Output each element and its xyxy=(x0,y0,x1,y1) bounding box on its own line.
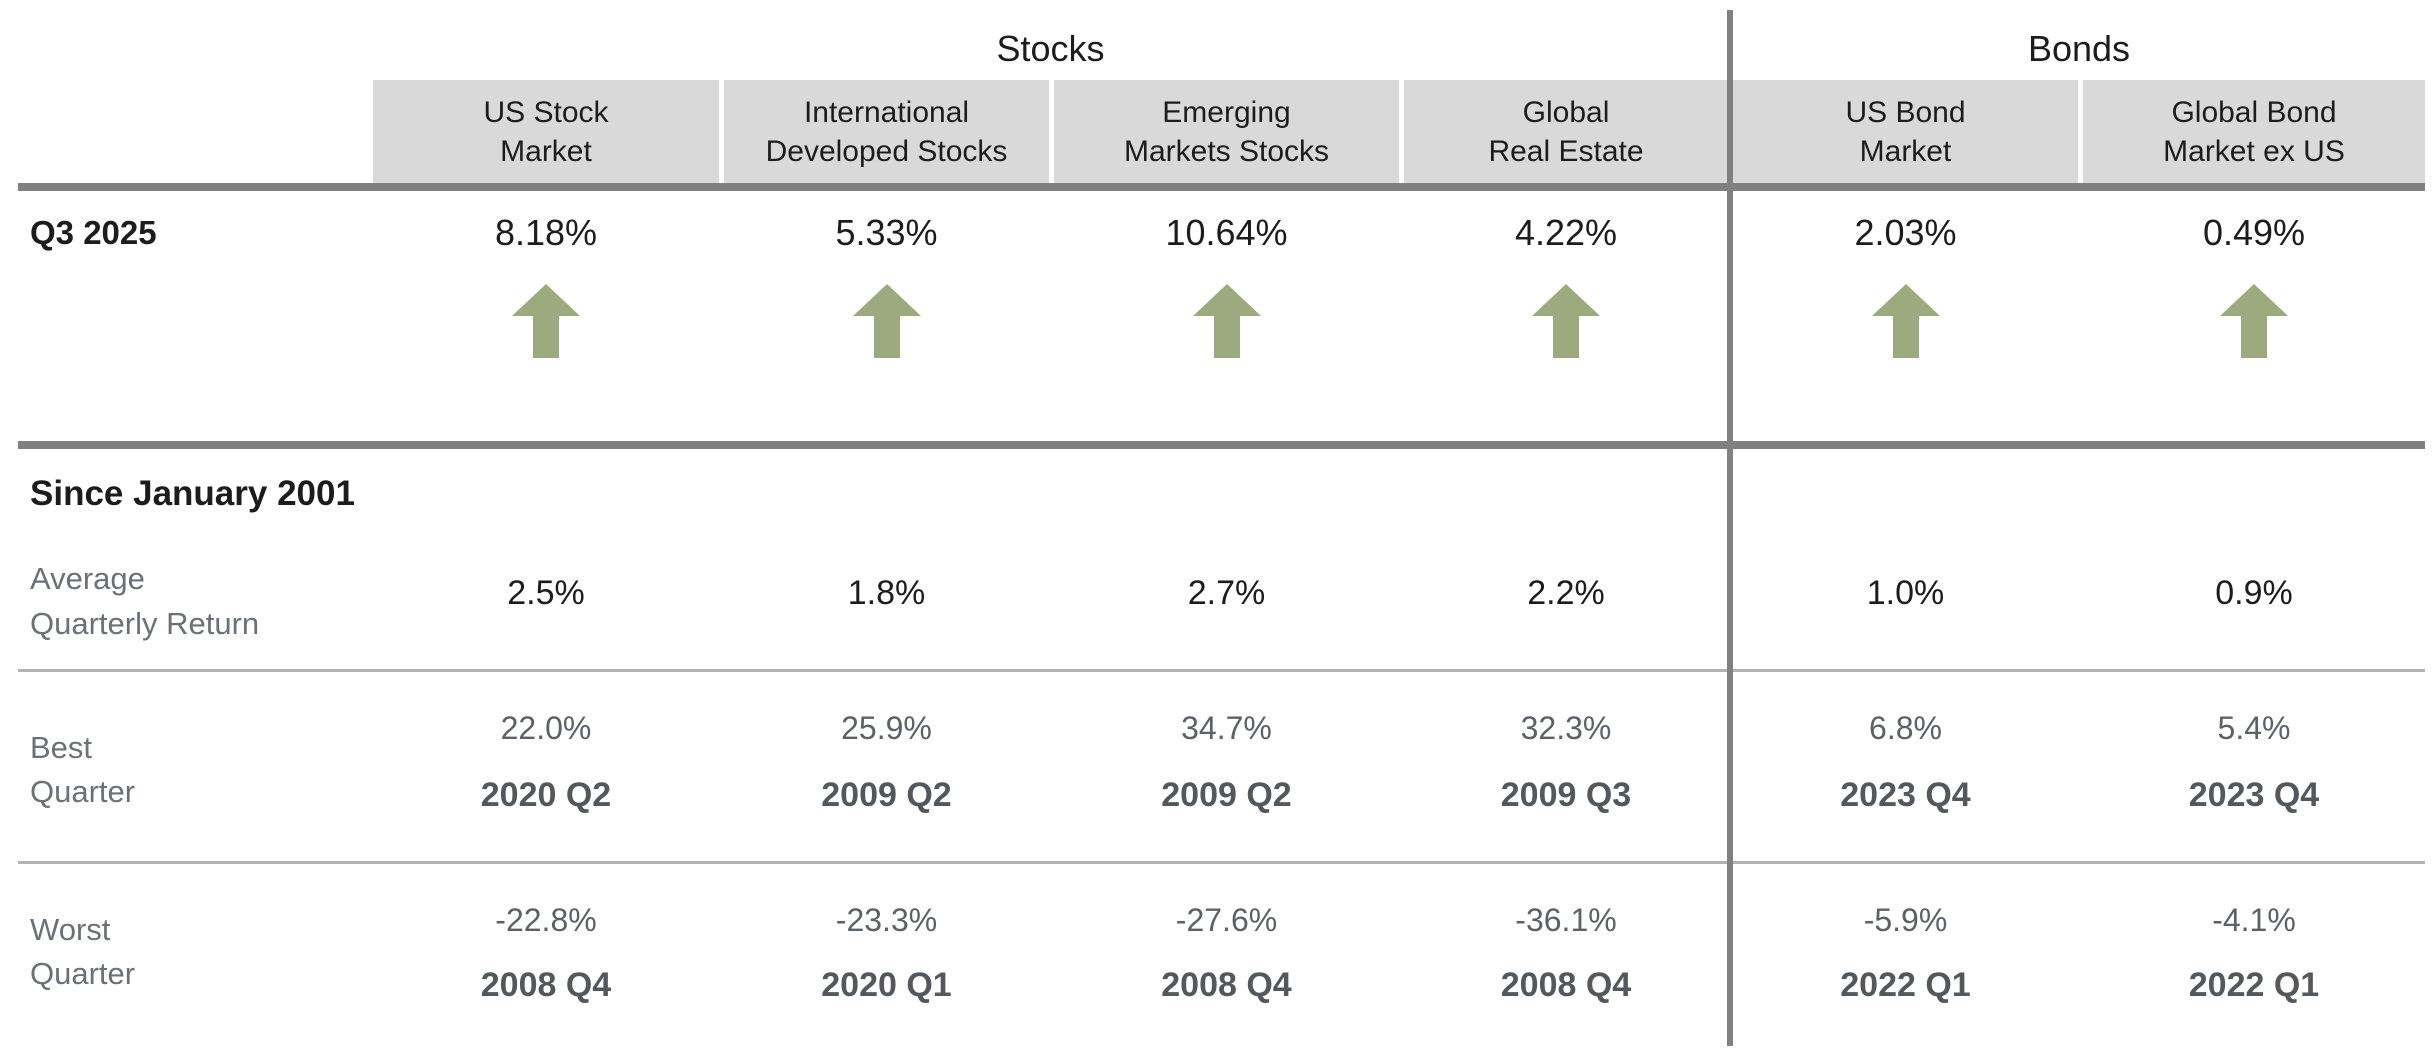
up-arrow-icon xyxy=(724,284,1049,358)
worst-quarter-value: -5.9% xyxy=(1863,902,1948,938)
header-divider-line xyxy=(18,183,2425,191)
up-arrow-icon xyxy=(2083,284,2425,358)
row-separator-line-1 xyxy=(18,669,2425,672)
up-arrow-icon xyxy=(373,284,719,358)
worst-quarter-period: 2020 Q1 xyxy=(821,966,952,1004)
column-header-global-bond-market-ex-us: Global Bond Market ex US xyxy=(2083,80,2425,183)
worst-quarter-label: Worst Quarter xyxy=(30,912,136,991)
average-return-global-real-estate: 2.2% xyxy=(1527,574,1605,612)
column-header-global-real-estate: Global Real Estate xyxy=(1404,80,1728,183)
average-return-us-bond-market: 1.0% xyxy=(1866,574,1945,612)
column-header-us-bond-market: US Bond Market xyxy=(1733,80,2078,183)
worst-quarter-period: 2008 Q4 xyxy=(1161,966,1292,1004)
stocks-group-title: Stocks xyxy=(996,28,1105,69)
best-quarter-period: 2009 Q3 xyxy=(1500,776,1632,814)
best-quarter-value: 32.3% xyxy=(1520,710,1612,746)
q3-value-us-bond-market: 2.03% xyxy=(1854,212,1957,253)
column-header-emerging-markets-stocks: Emerging Markets Stocks xyxy=(1054,80,1399,183)
stocks-bonds-vertical-divider xyxy=(1727,10,1733,1046)
up-arrow-icon xyxy=(1054,284,1399,358)
best-quarter-period: 2009 Q2 xyxy=(1161,776,1292,814)
q3-row-divider-line xyxy=(18,441,2425,449)
up-arrow-icon xyxy=(1404,284,1728,358)
best-quarter-period: 2020 Q2 xyxy=(480,776,612,814)
bonds-group-title: Bonds xyxy=(2027,28,2131,69)
q3-2025-row-label: Q3 2025 xyxy=(30,214,157,251)
best-quarter-value: 22.0% xyxy=(500,710,592,746)
q3-value-global-bond-market-ex-us: 0.49% xyxy=(2202,212,2306,253)
average-return-global-bond-market-ex-us: 0.9% xyxy=(2215,574,2293,612)
column-header-international-developed-stocks: International Developed Stocks xyxy=(724,80,1049,183)
best-quarter-value: 5.4% xyxy=(2217,710,2291,746)
since-january-2001-heading: Since January 2001 xyxy=(30,474,355,513)
row-separator-line-2 xyxy=(18,861,2425,864)
worst-quarter-period: 2022 Q1 xyxy=(2188,966,2320,1004)
worst-quarter-value: -36.1% xyxy=(1515,902,1617,938)
q3-value-emerging-markets-stocks: 10.64% xyxy=(1165,212,1288,253)
q3-value-us-stock-market: 8.18% xyxy=(494,212,598,253)
column-header-us-stock-market: US Stock Market xyxy=(373,80,719,183)
best-quarter-value: 25.9% xyxy=(841,710,932,746)
q3-value-global-real-estate: 4.22% xyxy=(1514,212,1618,253)
worst-quarter-period: 2008 Q4 xyxy=(1500,966,1632,1004)
up-arrow-icon xyxy=(1733,284,2078,358)
worst-quarter-value: -22.8% xyxy=(495,902,597,938)
worst-quarter-value: -27.6% xyxy=(1175,902,1278,938)
best-quarter-label: Best Quarter xyxy=(30,730,136,809)
best-quarter-period: 2023 Q4 xyxy=(2188,776,2320,814)
best-quarter-value: 6.8% xyxy=(1869,710,1942,746)
average-return-emerging-markets-stocks: 2.7% xyxy=(1187,574,1266,612)
average-return-us-stock-market: 2.5% xyxy=(507,574,585,612)
q3-value-international-developed-stocks: 5.33% xyxy=(835,212,938,253)
best-quarter-period: 2023 Q4 xyxy=(1840,776,1971,814)
worst-quarter-period: 2022 Q1 xyxy=(1840,966,1971,1004)
best-quarter-period: 2009 Q2 xyxy=(821,776,952,814)
average-return-international-developed-stocks: 1.8% xyxy=(847,574,926,612)
worst-quarter-period: 2008 Q4 xyxy=(480,966,612,1004)
average-quarterly-return-label: Average Quarterly Return xyxy=(30,561,260,641)
best-quarter-value: 34.7% xyxy=(1181,710,1272,746)
worst-quarter-value: -4.1% xyxy=(2212,902,2296,938)
worst-quarter-value: -23.3% xyxy=(835,902,938,938)
